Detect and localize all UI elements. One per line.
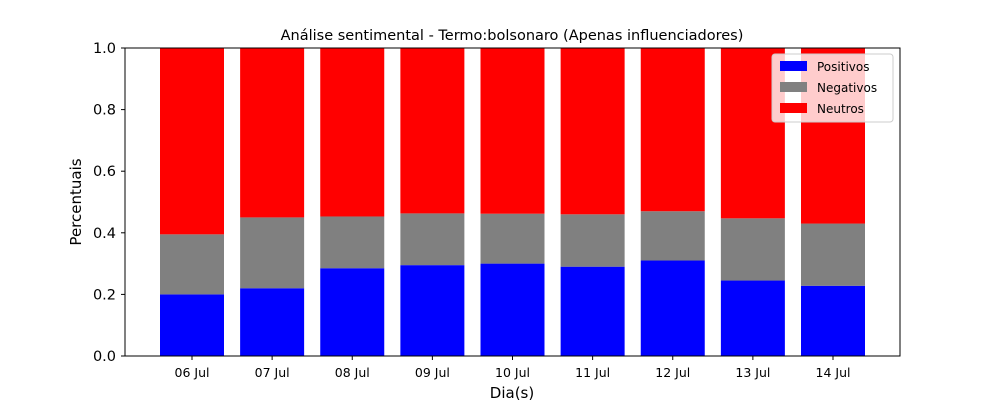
x-axis-label: Dia(s) xyxy=(490,384,534,400)
bar-positivos-3 xyxy=(400,265,465,356)
bar-positivos-7 xyxy=(720,280,785,356)
legend: Positivos Negativos Neutros xyxy=(771,53,894,123)
bar-neutros-3 xyxy=(400,48,465,214)
bar-negativos-2 xyxy=(320,216,385,269)
bar-positivos-8 xyxy=(801,285,865,356)
bar-positivos-1 xyxy=(240,288,305,356)
legend-swatch-positivos xyxy=(780,61,807,71)
bar-negativos-3 xyxy=(400,213,465,266)
legend-label-neutros: Neutros xyxy=(817,102,864,116)
bar-negativos-5 xyxy=(560,214,625,267)
x-tick-label: 09 Jul xyxy=(415,365,450,380)
x-tick-label: 07 Jul xyxy=(255,365,290,380)
bar-negativos-7 xyxy=(720,218,785,281)
bar-negativos-0 xyxy=(160,234,224,295)
bar-positivos-6 xyxy=(640,260,705,356)
y-tick-label: 0.8 xyxy=(93,103,116,119)
bar-neutros-4 xyxy=(480,48,545,214)
legend-swatch-negativos xyxy=(780,82,807,92)
bar-neutros-0 xyxy=(160,48,224,235)
y-axis: 0.0 0.2 0.4 0.6 0.8 1.0 xyxy=(93,41,125,365)
legend-swatch-neutros xyxy=(780,103,807,113)
bar-neutros-2 xyxy=(320,48,385,217)
x-tick-label: 06 Jul xyxy=(175,365,210,380)
y-axis-label: Percentuais xyxy=(67,158,85,245)
chart-title: Análise sentimental - Termo:bolsonaro (A… xyxy=(281,28,744,44)
x-tick-label: 11 Jul xyxy=(575,365,610,380)
bar-neutros-1 xyxy=(240,48,305,218)
legend-label-positivos: Positivos xyxy=(817,60,869,74)
bars-group xyxy=(160,48,865,356)
bar-positivos-0 xyxy=(160,294,224,356)
x-tick-label: 12 Jul xyxy=(655,365,690,380)
y-tick-label: 0.2 xyxy=(93,287,116,303)
x-tick-label: 10 Jul xyxy=(495,365,530,380)
bar-negativos-8 xyxy=(801,223,865,286)
x-tick-label: 08 Jul xyxy=(335,365,370,380)
x-axis: 06 Jul 07 Jul 08 Jul 09 Jul 10 Jul 11 Jul 12 J… xyxy=(175,356,851,380)
legend-label-negativos: Negativos xyxy=(817,81,877,95)
bar-neutros-6 xyxy=(640,48,705,212)
x-tick-label: 14 Jul xyxy=(816,365,851,380)
y-tick-label: 0.0 xyxy=(93,349,116,365)
y-tick-label: 0.4 xyxy=(93,226,116,242)
bar-negativos-4 xyxy=(480,213,545,264)
x-tick-label: 13 Jul xyxy=(735,365,770,380)
bar-positivos-2 xyxy=(320,268,385,356)
bar-negativos-1 xyxy=(240,217,305,289)
bar-positivos-4 xyxy=(480,263,545,356)
bar-negativos-6 xyxy=(640,211,705,261)
bar-positivos-5 xyxy=(560,266,625,356)
y-tick-label: 1.0 xyxy=(93,41,116,57)
bar-neutros-5 xyxy=(560,48,625,215)
y-tick-label: 0.6 xyxy=(93,164,116,180)
